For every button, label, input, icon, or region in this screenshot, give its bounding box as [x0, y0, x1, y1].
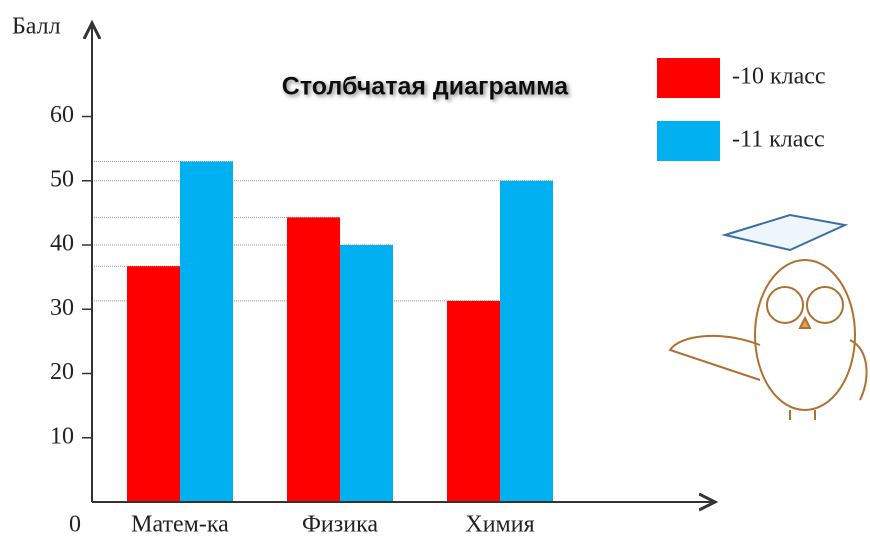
x-tick-label: Химия — [465, 512, 534, 538]
bar — [500, 180, 553, 502]
bar — [287, 217, 340, 502]
x-tick-label: Физика — [302, 512, 378, 538]
y-axis-label: Балл — [12, 14, 61, 40]
legend-swatch — [657, 58, 720, 98]
y-tick-label: 0 — [69, 512, 81, 538]
y-tick-label: 50 — [50, 166, 74, 192]
bar — [340, 245, 393, 502]
y-tick-label: 30 — [50, 295, 74, 321]
legend-swatch — [657, 121, 720, 161]
legend-label: -11 класс — [732, 127, 825, 153]
y-tick-label: 60 — [50, 102, 74, 128]
bar — [180, 161, 233, 502]
bar — [127, 266, 180, 502]
chart-title: Столбчатая диаграмма — [282, 73, 569, 101]
y-tick-label: 20 — [50, 359, 74, 385]
y-tick-label: 40 — [50, 231, 74, 257]
bar — [447, 300, 500, 502]
legend-label: -10 класс — [732, 64, 826, 90]
owl — [668, 213, 868, 420]
x-tick-label: Матем-ка — [131, 512, 229, 538]
y-tick-label: 10 — [50, 423, 74, 449]
